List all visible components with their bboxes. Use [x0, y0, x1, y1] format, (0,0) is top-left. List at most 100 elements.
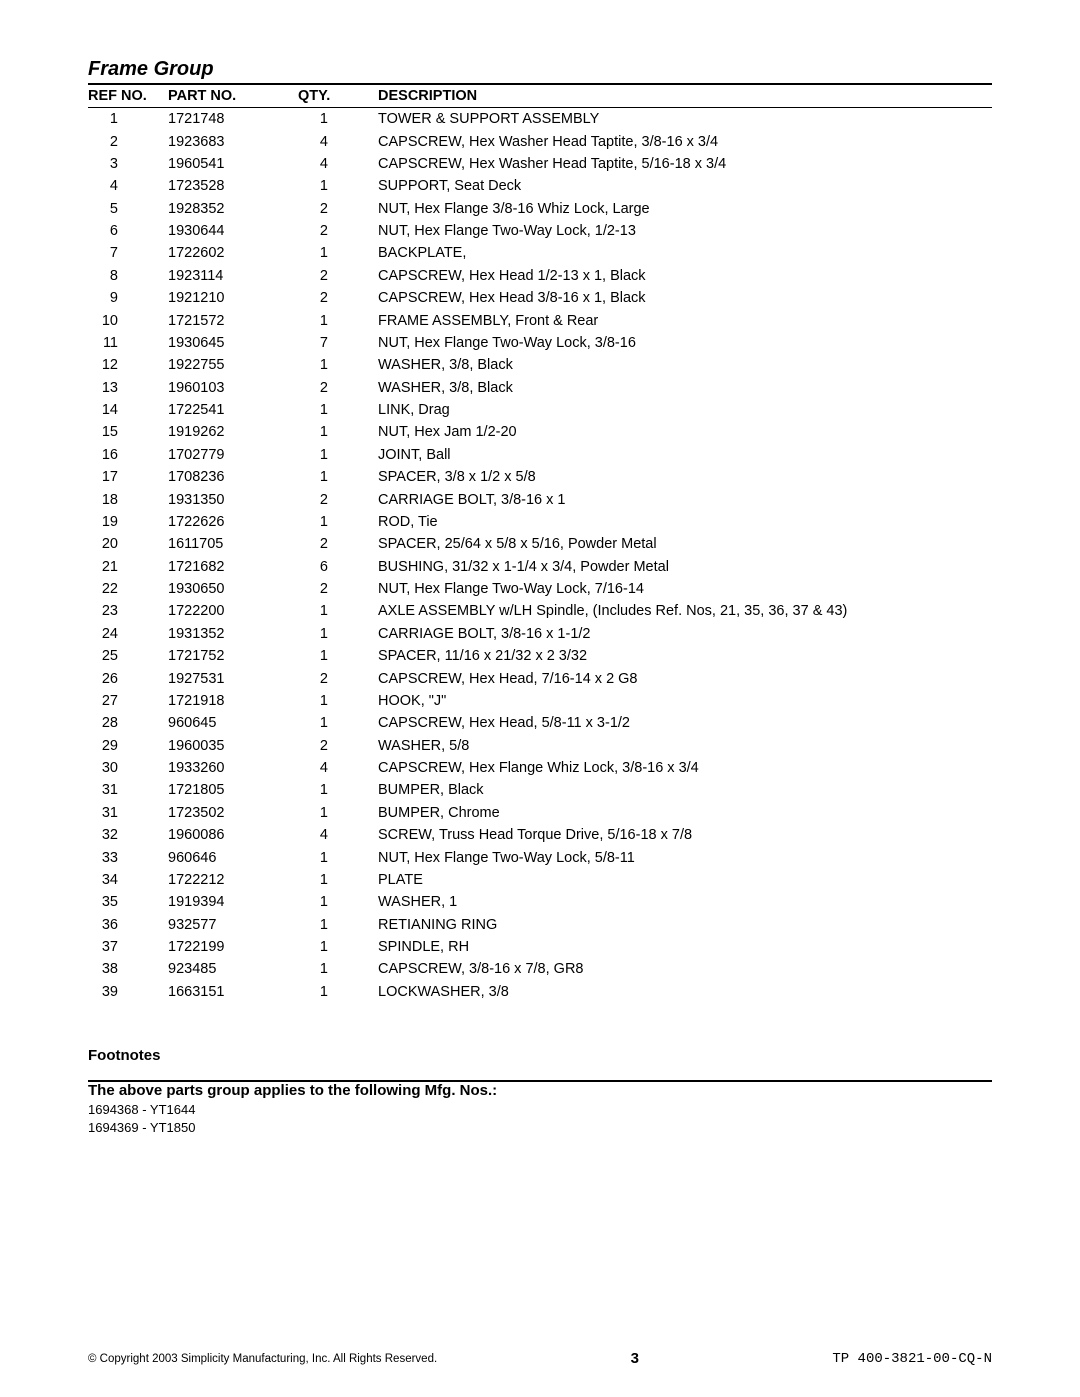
cell-part: 1721805 — [168, 779, 298, 801]
cell-desc: SPACER, 3/8 x 1/2 x 5/8 — [378, 466, 992, 488]
cell-desc: NUT, Hex Flange Two-Way Lock, 5/8-11 — [378, 846, 992, 868]
cell-qty: 1 — [298, 175, 378, 197]
cell-part: 1928352 — [168, 198, 298, 220]
cell-ref: 37 — [88, 936, 168, 958]
cell-ref: 16 — [88, 444, 168, 466]
cell-ref: 12 — [88, 354, 168, 376]
cell-part: 1960541 — [168, 153, 298, 175]
cell-qty: 1 — [298, 779, 378, 801]
table-row: 3019332604CAPSCREW, Hex Flange Whiz Lock… — [88, 757, 992, 779]
cell-qty: 4 — [298, 824, 378, 846]
header-ref: REF NO. — [88, 85, 168, 108]
cell-desc: NUT, Hex Flange Two-Way Lock, 7/16-14 — [378, 578, 992, 600]
cell-desc: WASHER, 3/8, Black — [378, 354, 992, 376]
cell-qty: 1 — [298, 958, 378, 980]
cell-desc: NUT, Hex Flange Two-Way Lock, 3/8-16 — [378, 332, 992, 354]
cell-part: 1722541 — [168, 399, 298, 421]
cell-ref: 15 — [88, 421, 168, 443]
cell-qty: 1 — [298, 802, 378, 824]
cell-qty: 7 — [298, 332, 378, 354]
cell-qty: 1 — [298, 690, 378, 712]
header-part: PART NO. — [168, 85, 298, 108]
table-row: 3117218051BUMPER, Black — [88, 779, 992, 801]
cell-desc: CAPSCREW, Hex Head 1/2-13 x 1, Black — [378, 265, 992, 287]
cell-qty: 2 — [298, 287, 378, 309]
cell-ref: 26 — [88, 667, 168, 689]
cell-qty: 1 — [298, 936, 378, 958]
table-row: 2919600352WASHER, 5/8 — [88, 735, 992, 757]
cell-part: 1919262 — [168, 421, 298, 443]
cell-desc: AXLE ASSEMBLY w/LH Spindle, (Includes Re… — [378, 600, 992, 622]
cell-desc: BUMPER, Chrome — [378, 802, 992, 824]
cell-ref: 10 — [88, 309, 168, 331]
cell-ref: 18 — [88, 488, 168, 510]
cell-part: 1722602 — [168, 242, 298, 264]
table-row: 919212102CAPSCREW, Hex Head 3/8-16 x 1, … — [88, 287, 992, 309]
cell-part: 1722199 — [168, 936, 298, 958]
table-row: 717226021BACKPLATE, — [88, 242, 992, 264]
cell-part: 1702779 — [168, 444, 298, 466]
cell-qty: 4 — [298, 130, 378, 152]
cell-part: 1663151 — [168, 981, 298, 1003]
cell-desc: BACKPLATE, — [378, 242, 992, 264]
cell-qty: 2 — [298, 667, 378, 689]
applies-title: The above parts group applies to the fol… — [88, 1082, 992, 1099]
table-row: 117217481TOWER & SUPPORT ASSEMBLY — [88, 108, 992, 131]
cell-qty: 6 — [298, 556, 378, 578]
cell-qty: 1 — [298, 645, 378, 667]
cell-part: 1960103 — [168, 377, 298, 399]
cell-ref: 24 — [88, 623, 168, 645]
cell-ref: 30 — [88, 757, 168, 779]
cell-qty: 2 — [298, 578, 378, 600]
cell-qty: 1 — [298, 623, 378, 645]
cell-part: 1721572 — [168, 309, 298, 331]
cell-desc: RETIANING RING — [378, 914, 992, 936]
cell-ref: 11 — [88, 332, 168, 354]
cell-part: 1922755 — [168, 354, 298, 376]
table-row: 3417222121PLATE — [88, 869, 992, 891]
cell-desc: WASHER, 3/8, Black — [378, 377, 992, 399]
cell-qty: 2 — [298, 735, 378, 757]
cell-ref: 6 — [88, 220, 168, 242]
table-header-row: REF NO. PART NO. QTY. DESCRIPTION — [88, 85, 992, 108]
table-row: 619306442NUT, Hex Flange Two-Way Lock, 1… — [88, 220, 992, 242]
cell-ref: 5 — [88, 198, 168, 220]
cell-ref: 33 — [88, 846, 168, 868]
cell-ref: 29 — [88, 735, 168, 757]
cell-part: 1721918 — [168, 690, 298, 712]
cell-ref: 1 — [88, 108, 168, 131]
cell-desc: NUT, Hex Flange Two-Way Lock, 1/2-13 — [378, 220, 992, 242]
cell-part: 1933260 — [168, 757, 298, 779]
cell-part: 1721748 — [168, 108, 298, 131]
cell-qty: 4 — [298, 757, 378, 779]
table-row: 369325771RETIANING RING — [88, 914, 992, 936]
cell-qty: 1 — [298, 444, 378, 466]
cell-ref: 20 — [88, 533, 168, 555]
cell-part: 1930650 — [168, 578, 298, 600]
cell-desc: HOOK, "J" — [378, 690, 992, 712]
cell-ref: 28 — [88, 712, 168, 734]
table-row: 1119306457NUT, Hex Flange Two-Way Lock, … — [88, 332, 992, 354]
cell-desc: SPACER, 11/16 x 21/32 x 2 3/32 — [378, 645, 992, 667]
cell-desc: LINK, Drag — [378, 399, 992, 421]
cell-qty: 1 — [298, 600, 378, 622]
cell-qty: 1 — [298, 242, 378, 264]
table-row: 3219600864SCREW, Truss Head Torque Drive… — [88, 824, 992, 846]
cell-ref: 9 — [88, 287, 168, 309]
cell-desc: LOCKWASHER, 3/8 — [378, 981, 992, 1003]
footnotes-title: Footnotes — [88, 1047, 992, 1064]
copyright-text: © Copyright 2003 Simplicity Manufacturin… — [88, 1353, 437, 1365]
cell-desc: CAPSCREW, Hex Washer Head Taptite, 3/8-1… — [378, 130, 992, 152]
table-row: 2117216826BUSHING, 31/32 x 1-1/4 x 3/4, … — [88, 556, 992, 578]
cell-qty: 1 — [298, 891, 378, 913]
table-row: 2317222001AXLE ASSEMBLY w/LH Spindle, (I… — [88, 600, 992, 622]
cell-qty: 2 — [298, 220, 378, 242]
group-title: Frame Group — [88, 58, 992, 81]
cell-desc: CAPSCREW, 3/8-16 x 7/8, GR8 — [378, 958, 992, 980]
cell-qty: 1 — [298, 869, 378, 891]
table-row: 2517217521SPACER, 11/16 x 21/32 x 2 3/32 — [88, 645, 992, 667]
cell-desc: SCREW, Truss Head Torque Drive, 5/16-18 … — [378, 824, 992, 846]
cell-qty: 1 — [298, 309, 378, 331]
cell-ref: 8 — [88, 265, 168, 287]
table-row: 219236834CAPSCREW, Hex Washer Head Tapti… — [88, 130, 992, 152]
